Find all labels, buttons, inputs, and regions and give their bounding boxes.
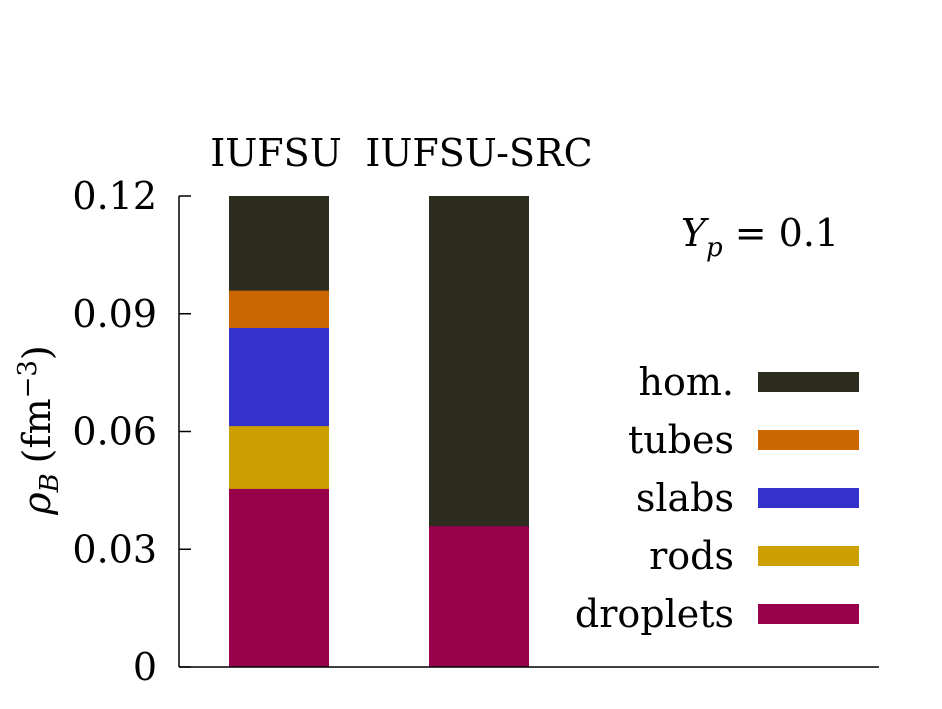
- y-axis-label-unit-close: ): [15, 345, 59, 360]
- legend-swatch: [758, 546, 859, 566]
- bar-segment-iufsu-src-droplets: [429, 525, 529, 668]
- y-axis-label-unit-exp: −3: [13, 360, 43, 398]
- bar-segment-iufsu-src-hom: [429, 196, 529, 527]
- y-tick-label: 0.09: [72, 292, 157, 336]
- bar-segment-iufsu-tubes: [229, 290, 329, 328]
- y-axis-label: ρB (fm−3): [13, 345, 65, 516]
- legend-label: tubes: [628, 418, 734, 462]
- y-tick-label: 0.03: [72, 527, 157, 571]
- legend-swatch: [758, 430, 859, 450]
- annotation-rest: = 0.1: [723, 211, 839, 255]
- y-tick-label: 0: [133, 645, 157, 689]
- bar-segment-iufsu-slabs: [229, 327, 329, 427]
- y-tick-label: 0.06: [72, 410, 157, 454]
- annotation-var: Y: [681, 211, 710, 255]
- legend-swatch: [758, 372, 859, 392]
- annotation-sub: p: [706, 233, 723, 263]
- legend-label: slabs: [636, 476, 734, 520]
- category-labels-group: IUFSU IUFSU-SRC: [210, 131, 592, 175]
- legend-swatch: [758, 604, 859, 624]
- y-ticks-group: 0 0.03 0.06 0.09 0.12: [72, 174, 191, 689]
- bars-group: [229, 196, 529, 668]
- legend-swatch: [758, 488, 859, 508]
- y-tick-label: 0.12: [72, 174, 157, 218]
- bar-segment-iufsu-hom: [229, 196, 329, 291]
- y-axis-label-unit-open: (fm: [15, 398, 59, 463]
- y-axis-label-sub: B: [35, 473, 65, 493]
- bar-segment-iufsu-droplets: [229, 488, 329, 668]
- bar-segment-iufsu-rods: [229, 425, 329, 489]
- legend-label: rods: [649, 534, 734, 578]
- legend: hom. tubes slabs rods droplets: [575, 360, 859, 636]
- annotation-yp: Yp = 0.1: [681, 211, 839, 263]
- category-label: IUFSU: [210, 131, 341, 175]
- y-axis-label-main: ρ: [15, 492, 59, 516]
- legend-label: droplets: [575, 592, 734, 636]
- legend-label: hom.: [639, 360, 734, 404]
- category-label: IUFSU-SRC: [365, 131, 592, 175]
